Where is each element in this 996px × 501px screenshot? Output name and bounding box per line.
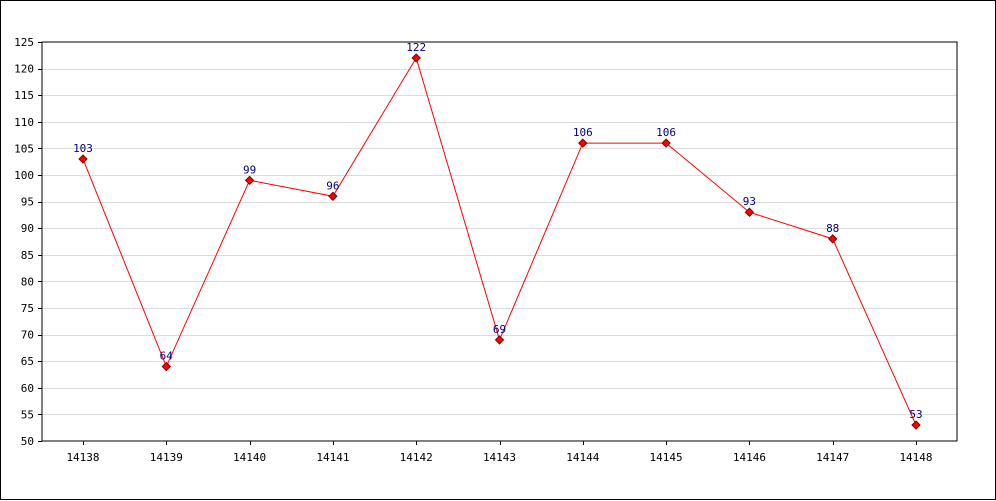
x-tick-label: 14147 (816, 451, 849, 464)
y-tick-label: 60 (21, 382, 34, 395)
y-tick-label: 125 (14, 36, 34, 49)
data-label: 106 (573, 126, 593, 139)
x-tick-label: 14141 (316, 451, 349, 464)
y-tick-label: 90 (21, 222, 34, 235)
y-tick-label: 95 (21, 196, 34, 209)
data-point (827, 234, 838, 244)
data-label: 122 (406, 41, 426, 54)
data-point (244, 175, 255, 186)
y-tick-label: 100 (14, 169, 34, 182)
y-tick-label: 85 (21, 249, 34, 262)
y-tick-label: 65 (21, 355, 34, 368)
data-label: 69 (493, 323, 506, 336)
y-tick-label: 80 (21, 275, 34, 288)
data-point (78, 154, 88, 164)
y-axis: 50 55 60 65 70 75 80 85 90 95 100 105 110 115 120 125 (14, 36, 42, 448)
data-label: 106 (656, 126, 676, 139)
data-point (328, 191, 338, 201)
y-tick-label: 50 (21, 435, 34, 448)
x-tick-label: 14146 (733, 451, 766, 464)
y-tick-label: 70 (21, 329, 34, 342)
data-label: 96 (326, 179, 339, 192)
y-tick-label: 115 (14, 89, 34, 102)
y-tick-label: 105 (14, 142, 34, 155)
x-tick-label: 14142 (400, 451, 433, 464)
x-tick-label: 14140 (233, 451, 266, 464)
data-point (161, 361, 172, 372)
series-line (82, 56, 917, 426)
data-label: 53 (909, 408, 922, 421)
data-point (494, 335, 505, 345)
data-label: 103 (73, 142, 93, 155)
data-label: 99 (243, 163, 256, 176)
data-point (578, 138, 588, 148)
x-axis: 14138 14139 14140 14141 14142 14143 14144 14145… (66, 441, 933, 464)
y-tick-label: 110 (14, 116, 34, 129)
data-label: 88 (826, 222, 839, 235)
x-tick-label: 14143 (483, 451, 516, 464)
data-point (911, 420, 921, 430)
data-label: 93 (743, 195, 756, 208)
x-tick-label: 14138 (66, 451, 99, 464)
gridlines (42, 69, 957, 415)
y-tick-label: 120 (14, 63, 34, 76)
data-label: 64 (160, 350, 174, 363)
data-point (411, 53, 421, 63)
x-tick-label: 14144 (566, 451, 599, 464)
data-point (661, 138, 671, 148)
data-labels: 103 64 99 96 122 69 106 106 93 88 53 (73, 41, 923, 421)
plot-area (41, 41, 958, 442)
x-tick-label: 14139 (150, 451, 183, 464)
series (78, 53, 921, 430)
data-point (744, 207, 755, 217)
y-tick-label: 75 (21, 302, 34, 315)
x-tick-label: 14148 (899, 451, 932, 464)
y-tick-label: 55 (21, 408, 34, 421)
x-tick-label: 14145 (650, 451, 683, 464)
